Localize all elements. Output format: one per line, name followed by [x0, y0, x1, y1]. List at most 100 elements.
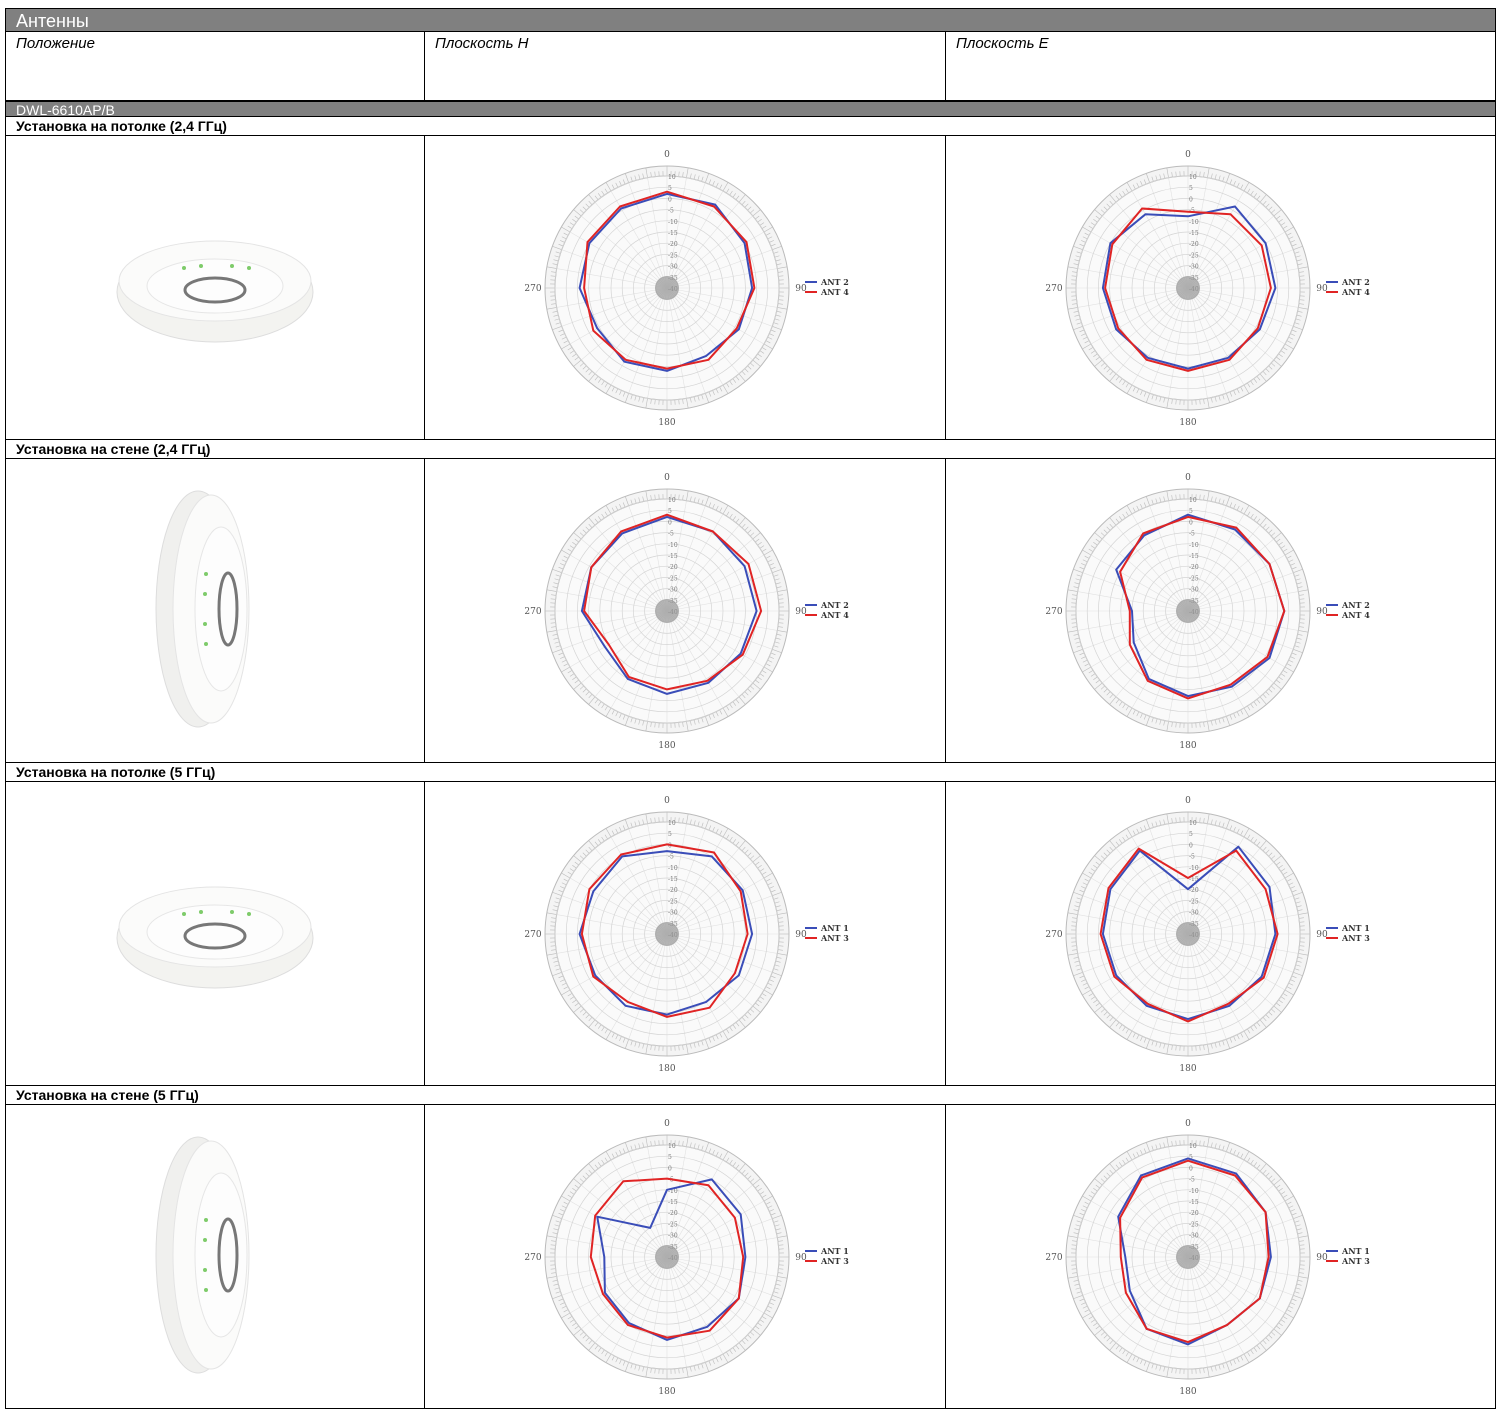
header-title: Антенны: [5, 8, 1496, 32]
legend-label: ANT 2: [820, 277, 849, 287]
section-title: Установка на потолке (2,4 ГГц): [5, 117, 1496, 136]
ring-label: -20: [668, 887, 678, 894]
column-header: Положение: [6, 32, 425, 100]
ring-label: 10: [1189, 174, 1197, 181]
ring-label: 5: [1189, 831, 1193, 838]
angle-label: 0: [1185, 150, 1191, 160]
legend-label: ANT 3: [1341, 1256, 1370, 1266]
legend-label: ANT 1: [820, 923, 849, 933]
ring-label: -15: [668, 230, 678, 237]
ring-label: -25: [1189, 1221, 1199, 1228]
h-plane-cell: 1050-5-10-15-20-25-30-35-40090180270ANT …: [425, 782, 946, 1085]
ring-label: -25: [668, 1221, 678, 1228]
ring-label: 0: [668, 519, 672, 526]
angle-label: 180: [658, 1387, 675, 1397]
angle-label: 0: [664, 150, 670, 160]
ring-label: -5: [1189, 531, 1195, 538]
ring-label: -5: [1189, 1177, 1195, 1184]
section-title: Установка на потолке (5 ГГц): [5, 763, 1496, 782]
legend-label: ANT 2: [1341, 277, 1370, 287]
ring-label: -25: [668, 575, 678, 582]
legend-label: ANT 2: [1341, 600, 1370, 610]
angle-label: 180: [658, 741, 675, 751]
section-row: 1050-5-10-15-20-25-30-35-40090180270ANT …: [5, 459, 1496, 763]
ring-label: -25: [1189, 575, 1199, 582]
ring-label: 0: [1189, 196, 1193, 203]
legend-label: ANT 3: [1341, 933, 1370, 943]
ring-label: 0: [1189, 842, 1193, 849]
ring-label: -10: [1189, 219, 1199, 226]
ring-label: -10: [668, 219, 678, 226]
ring-label: 10: [668, 174, 676, 181]
device-image: [6, 1105, 424, 1409]
legend-label: ANT 4: [820, 287, 849, 297]
legend-label: ANT 4: [1341, 610, 1370, 620]
section-row: 1050-5-10-15-20-25-30-35-40090180270ANT …: [5, 1105, 1496, 1409]
ring-label: -5: [668, 208, 674, 215]
legend-label: ANT 3: [820, 933, 849, 943]
ring-label: -15: [1189, 553, 1199, 560]
polar-chart: 1050-5-10-15-20-25-30-35-40090180270ANT …: [946, 782, 1466, 1086]
ring-label: -20: [1189, 564, 1199, 571]
angle-label: 0: [664, 796, 670, 806]
ring-label: -15: [1189, 1199, 1199, 1206]
legend-label: ANT 1: [1341, 1246, 1370, 1256]
angle-label: 270: [1045, 930, 1062, 940]
ring-label: -20: [1189, 241, 1199, 248]
device-cell: [6, 1105, 425, 1408]
hub: [655, 1245, 679, 1269]
legend-label: ANT 3: [820, 1256, 849, 1266]
legend-label: ANT 4: [1341, 287, 1370, 297]
device-cell: [6, 136, 425, 439]
ring-label: -20: [1189, 1210, 1199, 1217]
ring-label: 0: [1189, 519, 1193, 526]
ring-label: 5: [1189, 185, 1193, 192]
h-plane-cell: 1050-5-10-15-20-25-30-35-40090180270ANT …: [425, 459, 946, 762]
ring-label: 10: [1189, 497, 1197, 504]
angle-label: 0: [1185, 1119, 1191, 1129]
ring-label: 5: [668, 1154, 672, 1161]
ring-label: -10: [668, 865, 678, 872]
angle-label: 0: [664, 473, 670, 483]
ring-label: 5: [668, 831, 672, 838]
ring-label: 5: [668, 508, 672, 515]
ring-label: 10: [668, 1143, 676, 1150]
device-image: [6, 136, 424, 440]
polar-chart: 1050-5-10-15-20-25-30-35-40090180270ANT …: [946, 459, 1466, 763]
hub: [655, 276, 679, 300]
device-cell: [6, 782, 425, 1085]
ring-label: -5: [1189, 854, 1195, 861]
ring-label: 10: [1189, 820, 1197, 827]
h-plane-cell: 1050-5-10-15-20-25-30-35-40090180270ANT …: [425, 136, 946, 439]
hub: [1176, 1245, 1200, 1269]
ring-label: 0: [1189, 1165, 1193, 1172]
ring-label: -10: [1189, 865, 1199, 872]
e-plane-cell: 1050-5-10-15-20-25-30-35-40090180270ANT …: [946, 459, 1495, 762]
section-row: 1050-5-10-15-20-25-30-35-40090180270ANT …: [5, 136, 1496, 440]
ring-label: -30: [1189, 910, 1199, 917]
ring-label: 5: [668, 185, 672, 192]
polar-chart: 1050-5-10-15-20-25-30-35-40090180270ANT …: [425, 459, 945, 763]
angle-label: 270: [524, 930, 541, 940]
device-image: [6, 459, 424, 763]
ring-label: -25: [1189, 252, 1199, 259]
ring-label: -25: [1189, 898, 1199, 905]
e-plane-cell: 1050-5-10-15-20-25-30-35-40090180270ANT …: [946, 1105, 1495, 1408]
ring-label: -20: [668, 241, 678, 248]
e-plane-cell: 1050-5-10-15-20-25-30-35-40090180270ANT …: [946, 782, 1495, 1085]
section-title: Установка на стене (5 ГГц): [5, 1086, 1496, 1105]
angle-label: 0: [1185, 473, 1191, 483]
ring-label: -20: [668, 1210, 678, 1217]
ring-label: -15: [1189, 230, 1199, 237]
hub: [655, 599, 679, 623]
polar-chart: 1050-5-10-15-20-25-30-35-40090180270ANT …: [425, 782, 945, 1086]
angle-label: 270: [1045, 1253, 1062, 1263]
document: Антенны Положение Плоскость H Плоскость …: [5, 8, 1496, 1409]
ring-label: -30: [668, 910, 678, 917]
e-plane-cell: 1050-5-10-15-20-25-30-35-40090180270ANT …: [946, 136, 1495, 439]
ring-label: 10: [668, 497, 676, 504]
hub: [1176, 922, 1200, 946]
section-title: Установка на стене (2,4 ГГц): [5, 440, 1496, 459]
hub: [655, 922, 679, 946]
